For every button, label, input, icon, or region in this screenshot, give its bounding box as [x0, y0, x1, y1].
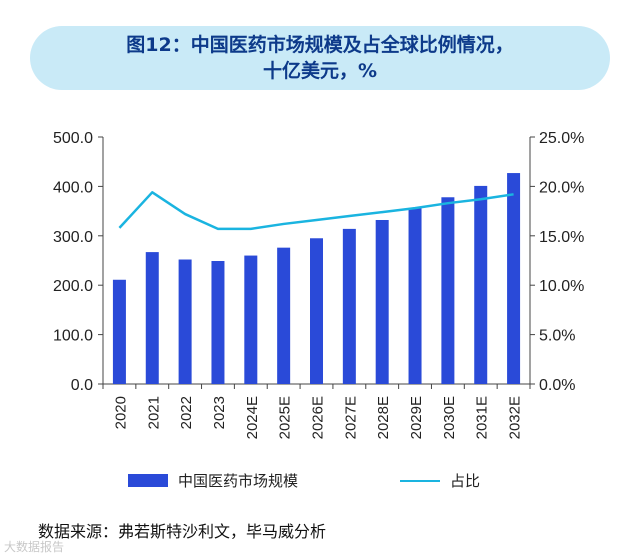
legend-bar-label: 中国医药市场规模: [178, 472, 299, 490]
right-tick-label: 0.0%: [539, 377, 575, 394]
x-tick-label: 2032E: [507, 396, 524, 439]
left-tick-label: 200.0: [53, 278, 93, 295]
left-tick-label: 0.0: [71, 377, 93, 394]
x-tick-label: 2029E: [408, 396, 425, 439]
right-tick-label: 5.0%: [539, 328, 575, 345]
chart-title-line1: 图12：中国医药市场规模及占全球比例情况，: [126, 34, 514, 56]
x-tick-label: 2022: [178, 396, 195, 429]
bar: [277, 247, 291, 384]
x-tick-label: 2031E: [474, 396, 491, 439]
bar: [342, 228, 356, 384]
x-tick-label: 2021: [145, 396, 162, 429]
bar: [375, 219, 389, 384]
x-tick-label: 2026E: [310, 396, 327, 439]
bar: [474, 185, 488, 384]
chart-title-line2: 十亿美元，%: [262, 60, 378, 82]
legend-bar-swatch: [128, 474, 168, 487]
legend-item-line: 占比: [400, 470, 480, 491]
bar: [145, 252, 159, 384]
chart-area: 0.0 100.0 200.0 300.0 400.0 500.0 0.0% 5.0% 10.0…: [53, 130, 584, 439]
x-tick-label: 2028E: [375, 396, 392, 439]
x-tick-label: 2027E: [342, 396, 359, 439]
x-tick-label: 2023: [211, 396, 228, 429]
bar: [178, 259, 192, 384]
title-banner: 图12：中国医药市场规模及占全球比例情况， 十亿美元，%: [30, 26, 610, 90]
right-tick-label: 20.0%: [539, 179, 584, 196]
bar: [408, 208, 422, 384]
x-tick-label: 2024E: [244, 396, 261, 439]
legend-item-bar: 中国医药市场规模: [128, 470, 298, 491]
share-line: [118, 191, 514, 231]
bar: [310, 238, 323, 384]
x-tick-label: 2030E: [441, 396, 458, 439]
bar: [507, 173, 521, 384]
legend: 中国医药市场规模 占比: [0, 470, 639, 494]
bar: [244, 255, 258, 384]
legend-line-label: 占比: [450, 472, 481, 490]
left-tick-label: 400.0: [53, 179, 93, 196]
bar: [112, 279, 126, 384]
bar: [441, 197, 455, 384]
left-tick-label: 100.0: [53, 328, 93, 345]
x-tick-label: 2020: [112, 396, 129, 429]
source-note: 数据来源：弗若斯特沙利文，毕马威分析: [38, 522, 327, 541]
left-tick-label: 500.0: [53, 130, 93, 147]
right-tick-label: 10.0%: [539, 278, 584, 295]
right-tick-label: 25.0%: [539, 130, 584, 147]
legend-line-swatch: [400, 479, 440, 482]
left-tick-label: 300.0: [53, 229, 93, 246]
bar: [211, 260, 225, 384]
right-tick-label: 15.0%: [539, 229, 584, 246]
x-tick-label: 2025E: [277, 396, 294, 439]
watermark: 大数据报告: [4, 540, 65, 554]
